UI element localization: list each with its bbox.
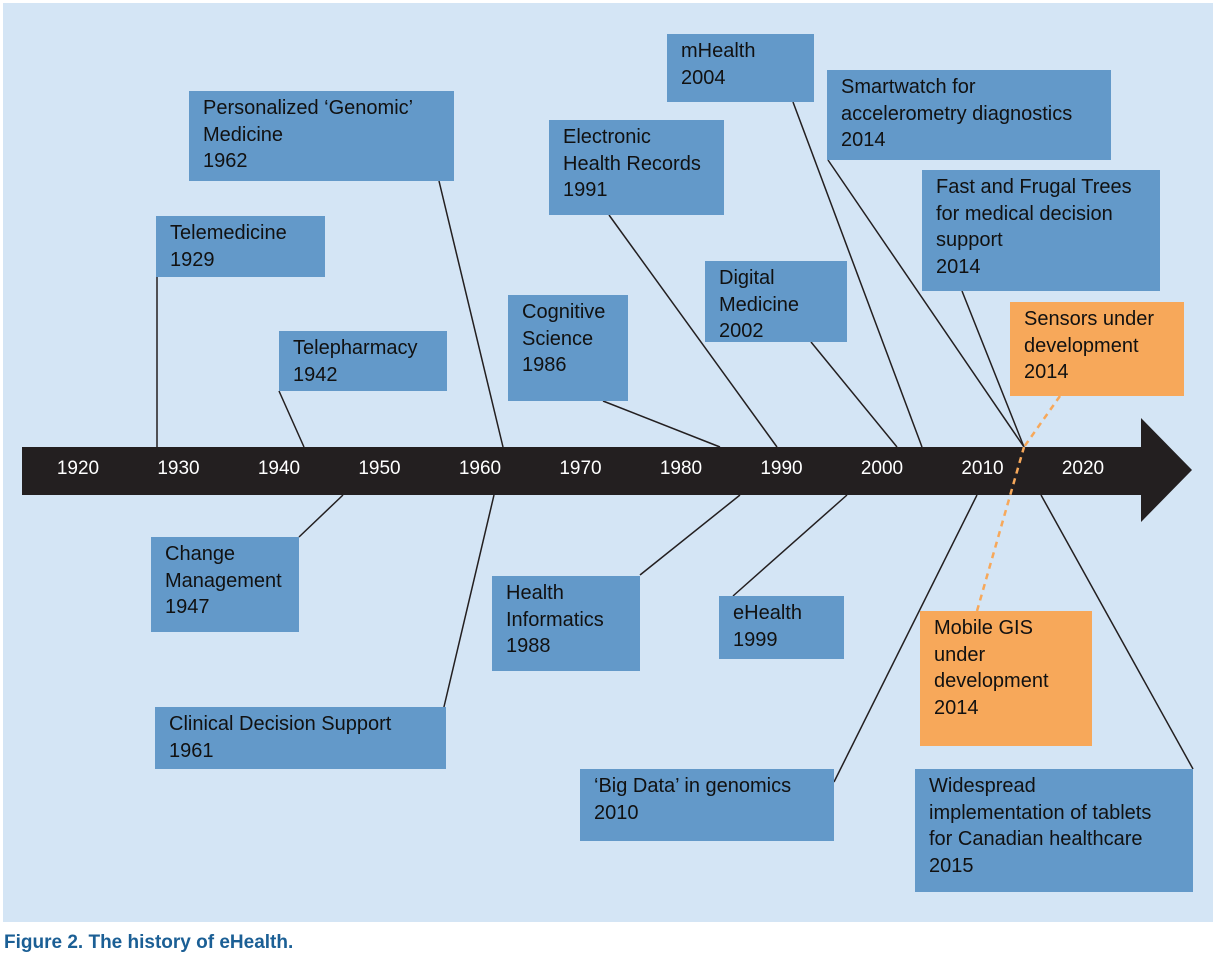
- event-text: Fast and Frugal Trees: [936, 176, 1132, 198]
- event-text: accelerometry diagnostics: [841, 102, 1073, 125]
- axis-tick-label: 1960: [458, 458, 502, 479]
- event-text: Telepharmacy: [293, 337, 418, 359]
- event-box-telepharmacy: Telepharmacy 1942: [279, 331, 447, 391]
- timeline-arrow: [22, 418, 1192, 522]
- connector-line-ehr: [608, 214, 778, 448]
- event-text: Management: [165, 569, 282, 592]
- event-text: Informatics: [506, 608, 604, 631]
- event-text: 1942: [293, 363, 338, 386]
- axis-tick-label: 1980: [659, 458, 703, 479]
- event-box-ehealth: eHealth 1999: [719, 596, 844, 659]
- connector-line-smartwatch: [827, 159, 1025, 448]
- event-text: Sensors under: [1024, 308, 1155, 330]
- event-text: ‘Big Data’ in genomics: [594, 775, 792, 797]
- event-text: Science: [522, 327, 594, 350]
- connector-line-ehealth: [732, 494, 848, 597]
- event-text: 2014: [934, 696, 979, 719]
- axis-tick-label: 2000: [860, 458, 904, 479]
- event-text: 1988: [506, 635, 551, 657]
- event-text: under: [934, 643, 986, 666]
- connector-line-cds: [442, 494, 495, 712]
- event-box-bigdata: ‘Big Data’ in genomics 2010: [580, 769, 834, 841]
- axis-tick-label: 1950: [358, 458, 401, 479]
- event-text: 2010: [594, 801, 639, 824]
- event-text: Medicine: [719, 293, 800, 316]
- event-text: 1962: [203, 150, 248, 172]
- event-text: eHealth: [733, 602, 802, 624]
- connector-line-change: [298, 494, 344, 538]
- axis-tick-label: 1940: [257, 458, 301, 479]
- event-text: Personalized ‘Genomic’: [203, 97, 414, 119]
- event-text: 1991: [563, 179, 608, 201]
- event-text: for medical decision: [936, 202, 1113, 225]
- event-text: 2014: [1024, 361, 1069, 383]
- event-box-genomic: Personalized ‘Genomic’ Medicine 1962: [189, 91, 454, 181]
- axis-tick-label: 1990: [760, 458, 803, 479]
- event-text: 1986: [522, 354, 567, 376]
- figure-caption: Figure 2. The history of eHealth.: [4, 932, 294, 953]
- connector-line-tablets: [1040, 494, 1194, 770]
- axis-tick-label: 2020: [1061, 458, 1105, 479]
- event-text: Cognitive: [522, 301, 606, 323]
- event-text: support: [936, 229, 1003, 251]
- event-text: 2014: [841, 129, 886, 151]
- event-text: Health: [506, 582, 564, 604]
- event-box-sensors: Sensors under development 2014: [1010, 302, 1184, 396]
- connector-line-informatics: [639, 494, 741, 576]
- connector-line-bigdata: [833, 494, 978, 783]
- connector-line-telepharmacy: [278, 390, 305, 448]
- event-text: Digital: [719, 267, 775, 289]
- connector-line-digital: [810, 341, 898, 448]
- event-text: Medicine: [203, 123, 284, 146]
- event-text: mHealth: [681, 40, 756, 62]
- connector-line-cognitive: [602, 400, 721, 448]
- event-box-smartwatch: Smartwatch for accelerometry diagnostics 2…: [827, 70, 1111, 160]
- event-box-digital: Digital Medicine 2002: [705, 261, 847, 342]
- event-text: development: [1024, 334, 1139, 357]
- event-box-informatics: Health Informatics 1988: [492, 576, 640, 671]
- event-box-cds: Clinical Decision Support 1961: [155, 707, 446, 769]
- event-text: Mobile GIS: [934, 617, 1033, 639]
- axis-tick-label: 2010: [961, 458, 1004, 479]
- connector-line-fft: [961, 290, 1025, 448]
- event-text: for Canadian healthcare: [929, 828, 1143, 850]
- event-text: 1961: [169, 739, 214, 762]
- axis-tick-label: 1930: [157, 458, 200, 479]
- event-text: development: [934, 670, 1049, 692]
- event-text: Clinical Decision Support: [169, 713, 392, 735]
- event-text: 1947: [165, 596, 210, 618]
- event-text: Change: [165, 543, 236, 565]
- event-text: 2004: [681, 66, 726, 89]
- event-box-gis: Mobile GIS under development 2014: [920, 611, 1092, 746]
- event-text: Health Records: [563, 152, 701, 175]
- event-text: 1929: [170, 248, 215, 271]
- event-text: Telemedicine: [170, 222, 287, 244]
- event-text: 2014: [936, 255, 981, 278]
- axis-tick-label: 1920: [56, 458, 100, 479]
- connector-line-sensors: [1022, 395, 1062, 448]
- event-text: Electronic: [563, 126, 651, 148]
- event-box-tablets: Widespread implementation of tablets for C…: [915, 769, 1193, 892]
- event-text: 1999: [733, 628, 778, 651]
- event-box-mhealth: mHealth 2004: [667, 34, 814, 102]
- event-text: 2002: [719, 320, 764, 342]
- event-text: Smartwatch for: [841, 76, 976, 98]
- event-box-ehr: Electronic Health Records 1991: [549, 120, 724, 215]
- connector-line-genomic: [438, 180, 504, 448]
- event-text: implementation of tablets: [929, 801, 1152, 824]
- event-box-telemedicine: Telemedicine 1929: [156, 216, 325, 277]
- event-text: 2015: [929, 854, 974, 877]
- connector-line-mhealth: [792, 101, 923, 448]
- event-box-fft: Fast and Frugal Trees for medical decisio…: [922, 170, 1160, 291]
- event-text: Widespread: [929, 775, 1036, 797]
- event-box-change: Change Management 1947: [151, 537, 299, 632]
- axis-tick-label: 1970: [559, 458, 602, 479]
- event-box-cognitive: Cognitive Science 1986: [508, 295, 628, 401]
